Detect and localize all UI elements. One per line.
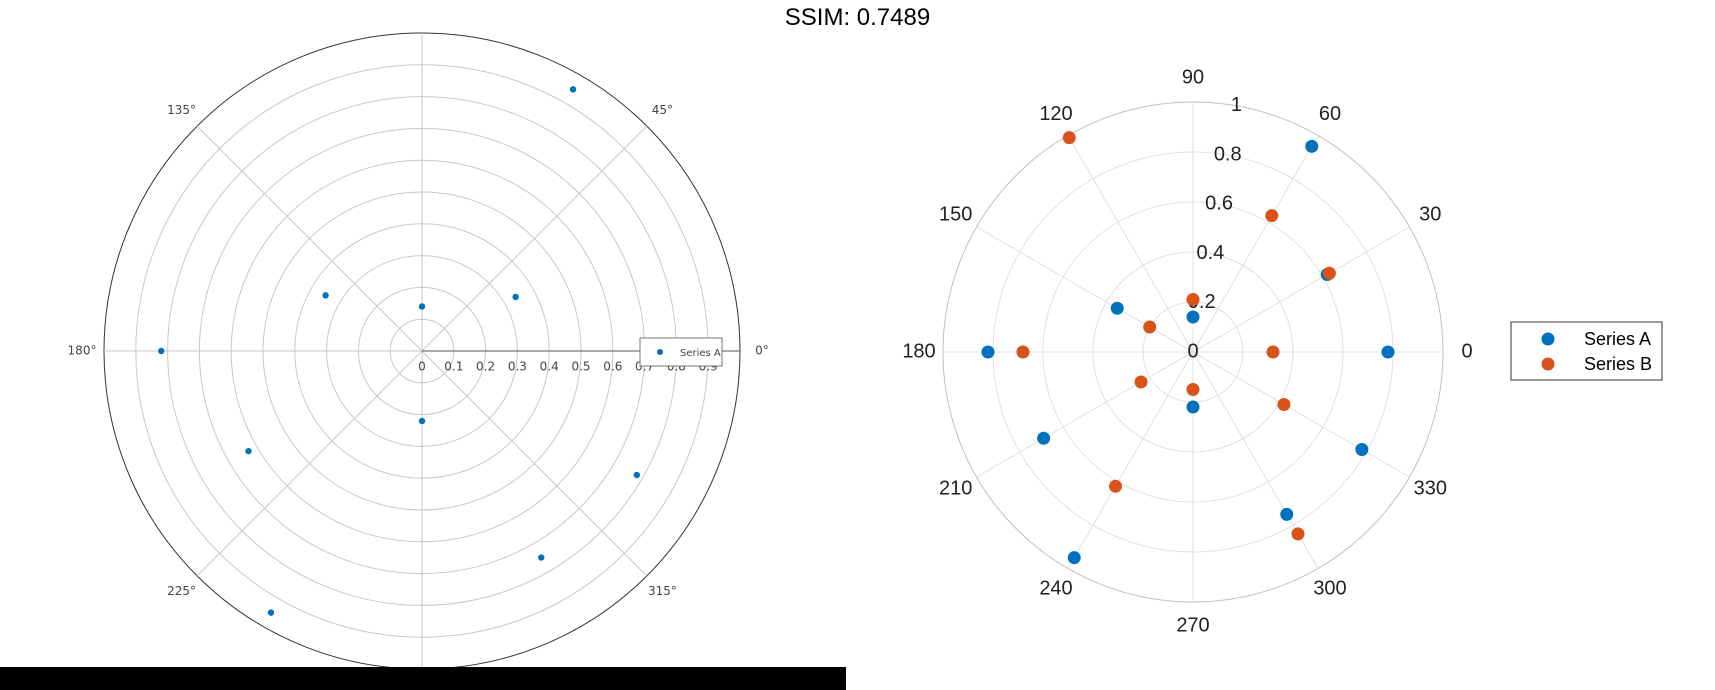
data-point-series-b <box>1109 479 1122 493</box>
legend-marker <box>1541 357 1555 371</box>
data-point-series-a <box>538 554 545 561</box>
angle-tick-label: 30 <box>1419 203 1441 225</box>
angle-tick-label: 180° <box>68 344 97 358</box>
data-point-series-a <box>633 471 641 479</box>
right-polar-chart: 030609012015018021024027030033000.20.40.… <box>902 66 1663 636</box>
data-point-series-a <box>418 417 426 425</box>
angle-tick-label: 0 <box>1461 340 1472 362</box>
data-point-series-a <box>1037 431 1051 445</box>
data-point-series-b <box>1291 527 1305 541</box>
angle-tick-label: 270 <box>1176 614 1209 636</box>
left-polar-chart: 0° 45° 135° 180° 225° 315° 0 0.1 0.2 0.3 0.4 0.5 0.6… <box>68 32 769 670</box>
data-point-series-a <box>1186 400 1200 414</box>
data-point-series-a <box>1305 139 1319 153</box>
page-title: SSIM: 0.7489 <box>784 4 931 31</box>
data-point-series-a <box>569 86 577 93</box>
data-point-series-b <box>1265 209 1279 223</box>
data-point-series-b <box>1143 320 1157 334</box>
data-point-series-a <box>267 609 275 616</box>
data-point-series-b <box>1277 398 1291 411</box>
radial-tick-label: 0 <box>418 360 426 374</box>
data-point-series-a <box>1186 310 1200 324</box>
legend-label: Series A <box>680 348 721 359</box>
data-point-series-a <box>322 292 329 299</box>
data-point-series-a <box>1355 443 1369 456</box>
radial-tick-label: 0.1 <box>444 360 463 374</box>
radial-tick-label: 0.5 <box>571 360 590 374</box>
data-point-series-a <box>418 303 426 310</box>
angle-tick-label: 180 <box>902 340 935 362</box>
data-point-series-a <box>1280 507 1294 521</box>
angle-tick-label: 0° <box>755 344 769 358</box>
data-point-series-b <box>1186 293 1200 306</box>
angle-tick-label: 90 <box>1182 66 1204 88</box>
data-point-series-b <box>1186 383 1200 396</box>
radial-tick-label: 0.6 <box>1205 193 1233 215</box>
data-point-series-a <box>512 293 519 301</box>
angle-tick-label: 300 <box>1313 578 1346 600</box>
data-point-series-a <box>245 447 252 455</box>
bottom-black-bar <box>0 667 846 690</box>
data-point-series-b <box>1134 375 1148 389</box>
radial-tick-label: 0.6 <box>603 360 622 374</box>
angle-tick-label: 210 <box>939 477 972 499</box>
angular-grid-line <box>976 226 1410 478</box>
legend-box <box>1510 321 1663 381</box>
radial-tick-label: 0.2 <box>476 360 495 374</box>
angle-tick-label: 60 <box>1319 103 1341 125</box>
legend-box <box>639 337 723 367</box>
data-point-series-a <box>1067 551 1081 565</box>
angle-tick-label: 330 <box>1414 477 1447 499</box>
radial-tick-label: 0.3 <box>508 360 527 374</box>
data-point-series-b <box>1016 345 1030 359</box>
data-point-series-a <box>1381 345 1395 359</box>
data-point-series-b <box>1062 131 1076 145</box>
legend-marker <box>657 349 663 355</box>
radial-tick-label: 0.4 <box>1196 242 1224 264</box>
angle-tick-label: 225° <box>167 584 196 598</box>
data-point-series-b <box>1322 266 1336 280</box>
legend-label: Series B <box>1584 354 1652 374</box>
angle-tick-label: 315° <box>648 584 677 598</box>
angle-tick-label: 120 <box>1039 103 1072 125</box>
data-point-series-a <box>158 347 165 355</box>
radial-tick-label: 0.8 <box>1214 143 1242 165</box>
data-point-series-a <box>1110 301 1124 315</box>
radial-tick-label: 0 <box>1187 340 1198 362</box>
angle-tick-label: 135° <box>167 103 196 117</box>
radial-tick-label: 1 <box>1231 94 1242 116</box>
angle-tick-label: 45° <box>652 103 673 117</box>
data-point-series-a <box>981 345 995 359</box>
angle-tick-label: 150 <box>939 203 972 225</box>
legend-marker <box>1541 332 1555 346</box>
data-point-series-b <box>1266 345 1280 359</box>
angle-tick-label: 240 <box>1039 578 1072 600</box>
radial-tick-label: 0.4 <box>540 360 559 374</box>
legend-label: Series A <box>1584 329 1651 349</box>
